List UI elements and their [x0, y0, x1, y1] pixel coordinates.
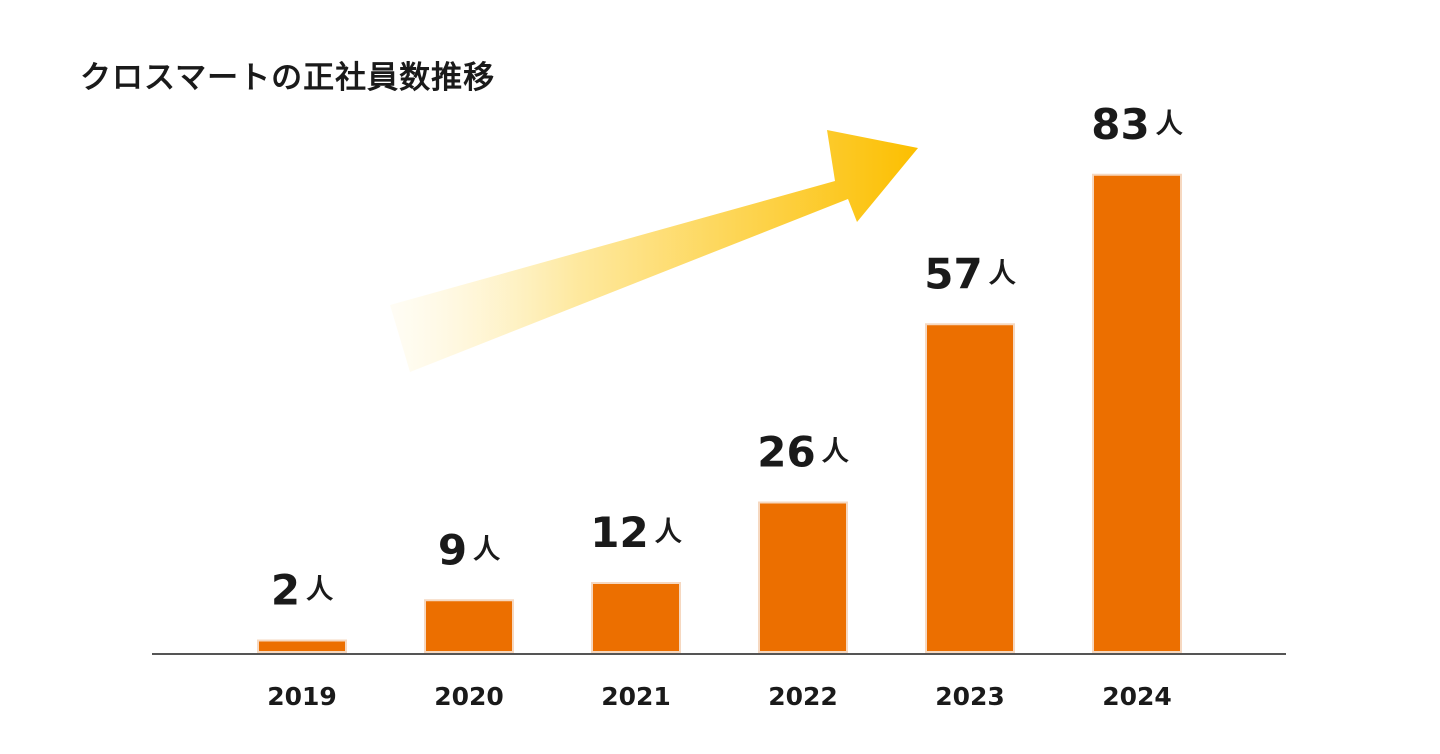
data-label-2021: 12 人 — [590, 508, 681, 557]
x-tick-2022: 2022 — [768, 682, 838, 711]
growth-arrow — [390, 130, 918, 372]
x-tick-2019: 2019 — [267, 682, 337, 711]
bar-2023 — [925, 323, 1015, 653]
x-tick-2020: 2020 — [434, 682, 504, 711]
x-tick-2023: 2023 — [935, 682, 1005, 711]
bar-2021 — [591, 582, 681, 653]
data-label-2022: 26 人 — [757, 428, 848, 477]
x-tick-2021: 2021 — [601, 682, 671, 711]
data-label-2024: 83 人 — [1091, 100, 1182, 149]
chart-title: クロスマートの正社員数推移 — [80, 60, 496, 96]
bar-2020 — [424, 599, 514, 653]
bar-2024 — [1092, 173, 1182, 653]
bar-2019 — [257, 639, 347, 653]
x-tick-2024: 2024 — [1102, 682, 1172, 711]
data-label-2023: 57 人 — [924, 249, 1015, 298]
bar-2022 — [758, 501, 848, 653]
